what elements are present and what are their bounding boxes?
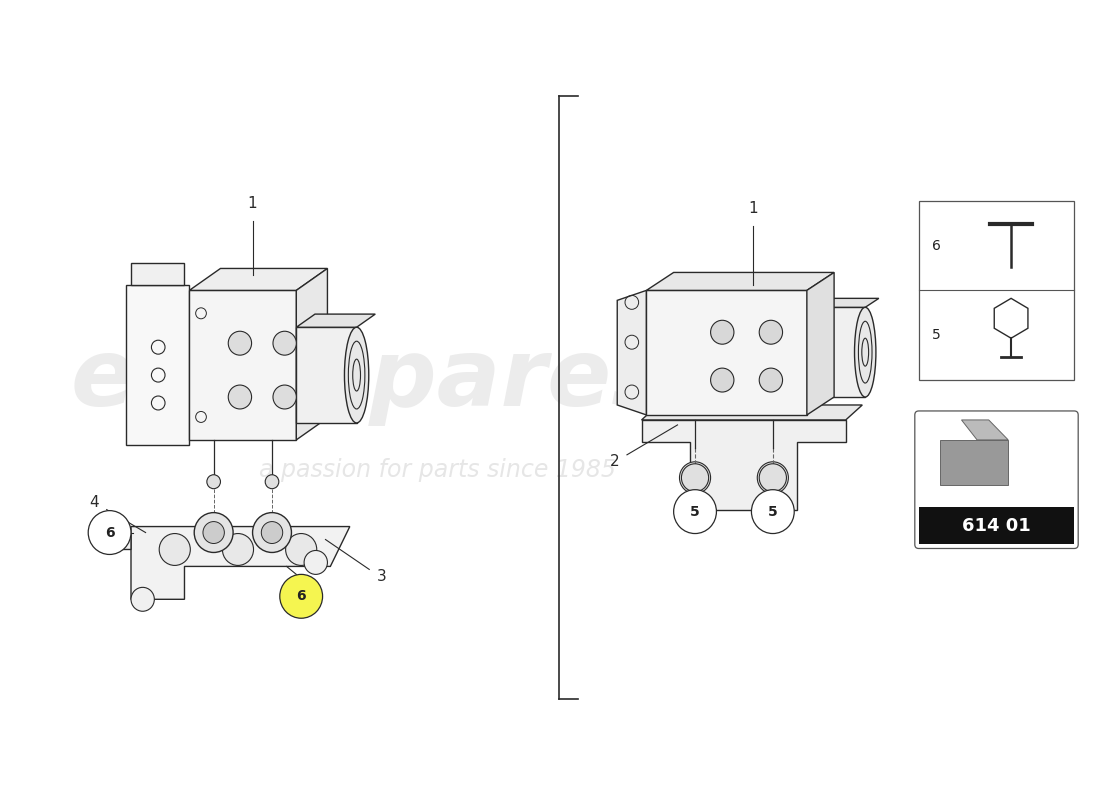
Circle shape: [711, 368, 734, 392]
Circle shape: [759, 368, 782, 392]
Circle shape: [262, 522, 283, 543]
Polygon shape: [296, 327, 356, 423]
Polygon shape: [807, 273, 834, 415]
Text: 6: 6: [932, 238, 940, 253]
Polygon shape: [617, 290, 647, 415]
Polygon shape: [918, 201, 1075, 380]
Polygon shape: [940, 440, 1009, 485]
Text: 1: 1: [248, 196, 257, 210]
Polygon shape: [296, 314, 375, 327]
Circle shape: [751, 490, 794, 534]
Text: 6: 6: [296, 590, 306, 603]
Text: 2: 2: [609, 454, 619, 470]
Ellipse shape: [344, 327, 369, 423]
Polygon shape: [131, 526, 350, 599]
Circle shape: [711, 320, 734, 344]
Circle shape: [759, 320, 782, 344]
Polygon shape: [189, 290, 296, 440]
Ellipse shape: [855, 307, 876, 397]
Circle shape: [222, 534, 253, 566]
Polygon shape: [647, 290, 807, 415]
Circle shape: [265, 474, 278, 489]
Circle shape: [160, 534, 190, 566]
Text: 5: 5: [690, 505, 700, 518]
Bar: [918, 506, 1075, 545]
Circle shape: [228, 385, 252, 409]
Circle shape: [195, 513, 233, 553]
Polygon shape: [126, 286, 189, 445]
Circle shape: [673, 490, 716, 534]
Circle shape: [273, 385, 296, 409]
Text: 5: 5: [932, 328, 940, 342]
Circle shape: [228, 331, 252, 355]
Polygon shape: [961, 420, 1009, 440]
Polygon shape: [641, 405, 862, 420]
Circle shape: [279, 574, 322, 618]
Text: 614 01: 614 01: [962, 517, 1031, 534]
Circle shape: [680, 462, 711, 494]
Text: 3: 3: [377, 569, 387, 584]
Polygon shape: [647, 273, 834, 290]
FancyBboxPatch shape: [915, 411, 1078, 549]
Circle shape: [204, 522, 224, 543]
Circle shape: [759, 464, 786, 492]
Circle shape: [273, 331, 296, 355]
Circle shape: [757, 462, 789, 494]
Polygon shape: [807, 298, 879, 307]
Circle shape: [207, 474, 220, 489]
Text: 5: 5: [768, 505, 778, 518]
Circle shape: [253, 513, 292, 553]
Text: 4: 4: [89, 495, 99, 510]
Text: 6: 6: [104, 526, 114, 539]
Circle shape: [131, 587, 154, 611]
Polygon shape: [807, 307, 866, 397]
Polygon shape: [296, 269, 328, 440]
Circle shape: [681, 464, 708, 492]
Polygon shape: [641, 420, 846, 510]
Text: eurospares: eurospares: [70, 334, 668, 426]
Polygon shape: [189, 269, 328, 290]
Text: 1: 1: [749, 201, 758, 216]
Circle shape: [286, 534, 317, 566]
Polygon shape: [131, 263, 185, 286]
Circle shape: [88, 510, 131, 554]
Text: a passion for parts since 1985: a passion for parts since 1985: [258, 458, 616, 482]
Circle shape: [304, 550, 328, 574]
Polygon shape: [113, 534, 131, 550]
